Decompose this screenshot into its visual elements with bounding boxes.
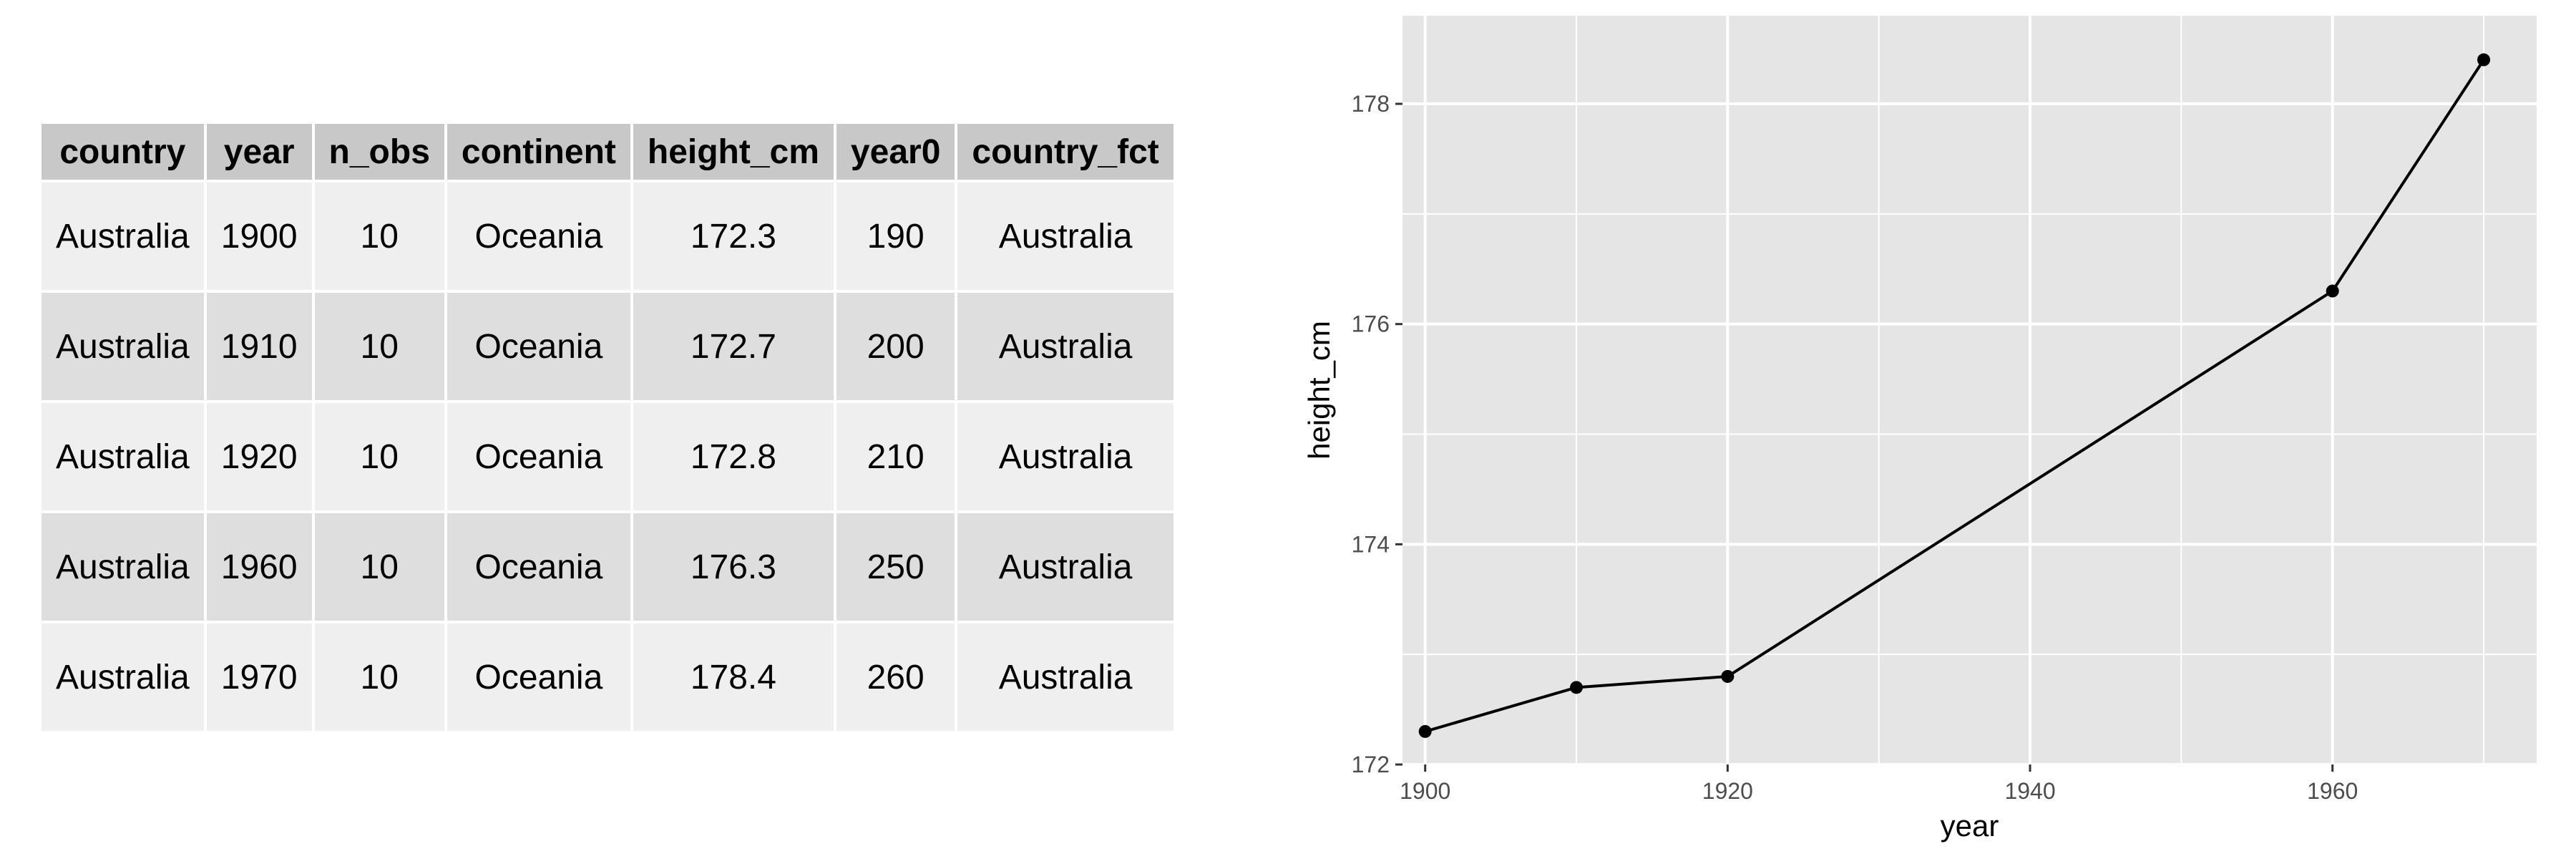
- table-row: Australia 1960 10 Oceania 176.3 250 Australia: [42, 513, 1174, 621]
- table-cell-country-fct: Australia: [957, 403, 1174, 510]
- major-gridlines: [1402, 16, 2537, 766]
- y-tick-label: 172: [1352, 752, 1390, 777]
- table-cell-country-fct: Australia: [957, 183, 1174, 290]
- table-cell-country-fct: Australia: [957, 293, 1174, 400]
- table-cell-year0: 260: [836, 623, 955, 731]
- data-point: [1721, 669, 1735, 683]
- table-cell-year: 1910: [206, 293, 312, 400]
- table-cell-n-obs: 10: [314, 513, 444, 621]
- column-header-country: country: [42, 124, 204, 180]
- table-row: Australia 1900 10 Oceania 172.3 190 Australia: [42, 183, 1174, 290]
- x-tick-label: 1900: [1400, 778, 1450, 804]
- table-cell-country-fct: Australia: [957, 623, 1174, 731]
- table-cell-height-cm: 178.4: [633, 623, 834, 731]
- table-row: Australia 1920 10 Oceania 172.8 210 Australia: [42, 403, 1174, 510]
- data-point: [2326, 284, 2339, 298]
- table-cell-n-obs: 10: [314, 403, 444, 510]
- table-cell-height-cm: 172.3: [633, 183, 834, 290]
- table-row: Australia 1970 10 Oceania 178.4 260 Australia: [42, 623, 1174, 731]
- table-cell-n-obs: 10: [314, 183, 444, 290]
- table-cell-height-cm: 172.8: [633, 403, 834, 510]
- y-tick-label: 178: [1352, 91, 1390, 117]
- y-axis: 172 174 176 178: [1352, 91, 1402, 777]
- table-cell-year: 1960: [206, 513, 312, 621]
- table-cell-year: 1970: [206, 623, 312, 731]
- table-cell-country: Australia: [42, 623, 204, 731]
- x-axis-title: year: [1941, 809, 1999, 843]
- y-axis-title: height_cm: [1302, 321, 1336, 460]
- table-cell-n-obs: 10: [314, 293, 444, 400]
- column-header-country-fct: country_fct: [957, 124, 1174, 180]
- table-cell-year: 1920: [206, 403, 312, 510]
- table-cell-year0: 190: [836, 183, 955, 290]
- x-tick-label: 1920: [1702, 778, 1753, 804]
- table-cell-country: Australia: [42, 403, 204, 510]
- table-cell-year0: 210: [836, 403, 955, 510]
- y-tick-label: 176: [1352, 311, 1390, 337]
- x-tick-label: 1960: [2307, 778, 2358, 804]
- table-header-row: country year n_obs continent height_cm year0 c…: [42, 124, 1174, 180]
- table-cell-country: Australia: [42, 293, 204, 400]
- table-cell-height-cm: 176.3: [633, 513, 834, 621]
- x-axis: 1900 1920 1940 1960: [1400, 765, 2358, 804]
- y-tick-label: 174: [1352, 531, 1390, 557]
- data-point: [2477, 53, 2491, 67]
- minor-gridlines: [1402, 16, 2537, 765]
- data-points: [1418, 53, 2491, 738]
- table-cell-continent: Oceania: [447, 403, 630, 510]
- table-cell-year0: 250: [836, 513, 955, 621]
- table-cell-country: Australia: [42, 513, 204, 621]
- x-tick-label: 1940: [2004, 778, 2055, 804]
- column-header-height-cm: height_cm: [633, 124, 834, 180]
- column-header-n-obs: n_obs: [314, 124, 444, 180]
- data-table: country year n_obs continent height_cm year0 c…: [39, 121, 1176, 734]
- table-cell-country-fct: Australia: [957, 513, 1174, 621]
- table-cell-n-obs: 10: [314, 623, 444, 731]
- table-cell-height-cm: 172.7: [633, 293, 834, 400]
- table-cell-year0: 200: [836, 293, 955, 400]
- table-cell-continent: Oceania: [447, 293, 630, 400]
- column-header-year0: year0: [836, 124, 955, 180]
- data-point: [1570, 681, 1584, 694]
- plot-panel: [1402, 16, 2537, 765]
- column-header-continent: continent: [447, 124, 630, 180]
- column-header-year: year: [206, 124, 312, 180]
- table-cell-year: 1900: [206, 183, 312, 290]
- table-row: Australia 1910 10 Oceania 172.7 200 Australia: [42, 293, 1174, 400]
- table-cell-country: Australia: [42, 183, 204, 290]
- table-cell-continent: Oceania: [447, 513, 630, 621]
- data-point: [1418, 724, 1432, 738]
- table-cell-continent: Oceania: [447, 623, 630, 731]
- table-body: Australia 1900 10 Oceania 172.3 190 Australia A…: [42, 183, 1174, 731]
- table-cell-continent: Oceania: [447, 183, 630, 290]
